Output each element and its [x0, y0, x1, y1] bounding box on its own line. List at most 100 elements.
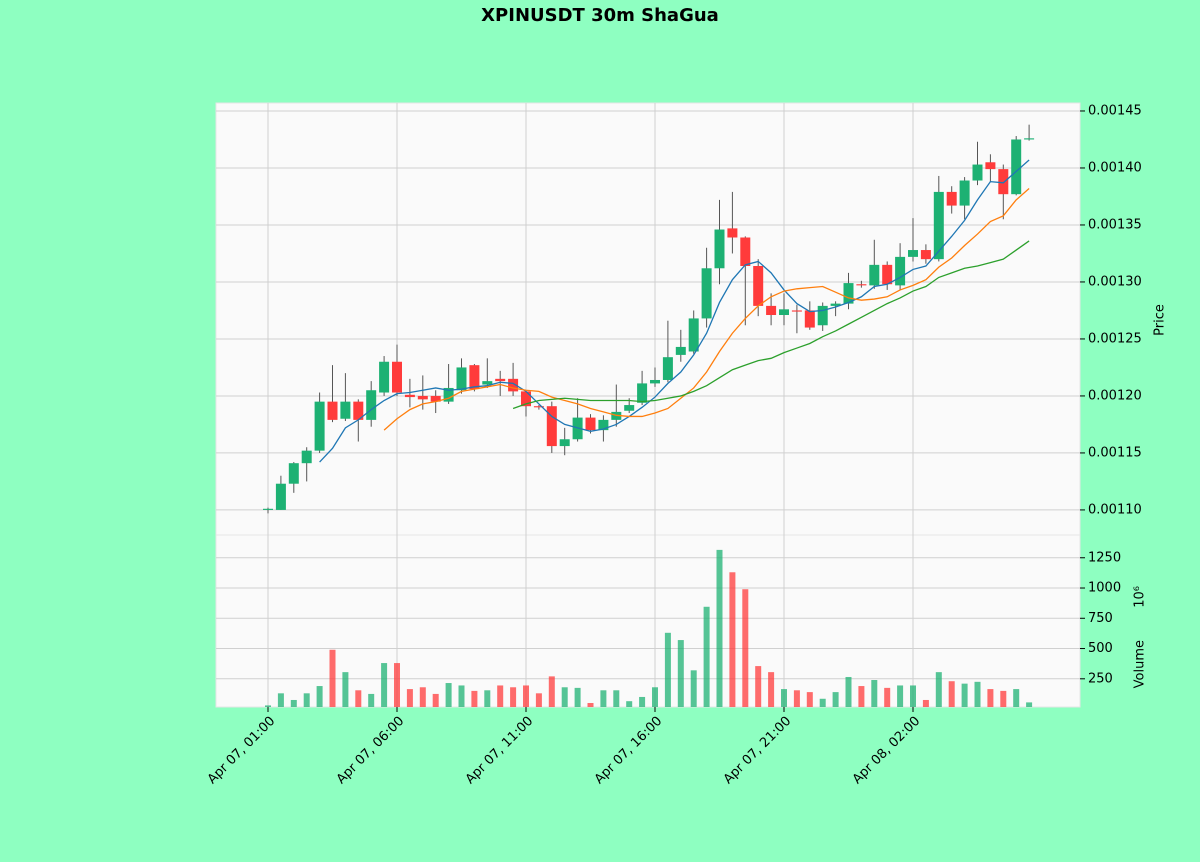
candle-body	[662, 357, 673, 380]
y-tick-label: 0.00115	[1088, 445, 1142, 460]
x-tick-label: Apr 07, 16:00	[592, 714, 665, 787]
volume-bar	[677, 640, 684, 707]
candle-body	[920, 250, 931, 260]
candle-body	[843, 283, 854, 304]
volume-bar	[897, 685, 904, 707]
volume-bar	[626, 701, 633, 707]
candle-body	[585, 417, 596, 431]
volume-tick-label: 750	[1088, 611, 1113, 626]
volume-bar	[987, 689, 994, 707]
volume-bar	[858, 686, 865, 707]
chart-title: XPINUSDT 30m ShaGua	[481, 5, 719, 26]
y-tick-label: 0.00125	[1088, 331, 1142, 346]
candle-body	[301, 450, 312, 464]
x-tick-label: Apr 07, 11:00	[463, 714, 536, 787]
candle-body	[456, 367, 467, 391]
candle-body	[791, 310, 802, 312]
volume-bar	[523, 685, 529, 707]
volume-bar	[510, 687, 517, 707]
volume-bar	[471, 690, 478, 707]
candle-body	[521, 391, 531, 407]
volume-bar	[458, 685, 465, 707]
x-tick-label: Apr 07, 01:00	[205, 714, 278, 787]
y-axis-label: Price	[1153, 304, 1168, 336]
candle-body	[340, 401, 351, 419]
moving-average	[319, 159, 1030, 463]
candle-body	[959, 180, 970, 206]
volume-bar	[742, 589, 749, 707]
volume-bar	[265, 705, 271, 707]
volume-bar	[703, 606, 710, 707]
volume-bar	[587, 703, 594, 707]
candle-body	[753, 265, 764, 306]
volume-bar	[768, 672, 775, 707]
volume-bar	[535, 693, 542, 707]
candle-body	[637, 383, 648, 403]
candle-body	[804, 310, 815, 328]
y-tick-label: 0.00135	[1088, 217, 1142, 232]
candle-body	[263, 508, 273, 510]
candle-body	[443, 387, 454, 402]
volume-bar	[652, 687, 658, 707]
volume-bar	[290, 699, 297, 707]
candle-body	[727, 228, 738, 238]
candle-body	[972, 164, 983, 181]
candle-body	[392, 361, 402, 393]
volume-bar	[394, 663, 400, 707]
volume-bar	[381, 663, 388, 707]
volume-bar	[432, 693, 439, 707]
volume-bar	[548, 676, 555, 707]
volume-bar	[342, 672, 349, 707]
volume-bar	[664, 632, 671, 707]
volume-bar	[922, 699, 929, 707]
candle-body	[366, 390, 377, 420]
x-tick-label: Apr 07, 21:00	[721, 714, 794, 787]
candle-body	[908, 250, 918, 257]
candle-body	[882, 264, 893, 285]
y-tick-label: 0.00120	[1088, 388, 1142, 403]
volume-bar	[445, 683, 452, 707]
volume-tick-label: 250	[1088, 671, 1113, 686]
volume-bar	[845, 676, 852, 707]
volume-bar	[755, 666, 762, 707]
volume-bar	[277, 693, 284, 707]
volume-bar	[355, 690, 362, 707]
candle-body	[856, 284, 867, 286]
volume-bar	[910, 685, 916, 707]
y-tick-label: 0.00145	[1088, 103, 1142, 118]
candle-body	[495, 378, 506, 382]
candle-body	[327, 401, 338, 420]
moving-average	[512, 240, 1030, 410]
volume-axis-label: Volume	[1133, 640, 1148, 688]
candle-body	[275, 483, 286, 510]
volume-bar	[948, 681, 955, 707]
volume-bar	[690, 670, 697, 707]
volume-bar	[419, 687, 426, 707]
volume-scale: 10⁶	[1133, 586, 1148, 608]
candle-body	[830, 303, 841, 306]
volume-bar	[613, 690, 620, 707]
volume-bar	[819, 698, 826, 707]
volume-bar	[935, 672, 942, 707]
candle-body	[946, 191, 957, 206]
volume-bar	[574, 687, 581, 707]
candle-body	[817, 305, 828, 326]
candle-body	[688, 318, 699, 352]
candle-body	[1024, 138, 1035, 140]
volume-bar	[316, 686, 323, 707]
candle-body	[895, 256, 906, 286]
volume-bar	[600, 690, 607, 707]
volume-bar	[884, 687, 891, 707]
volume-bar	[329, 649, 336, 707]
volume-bar	[497, 685, 504, 707]
candle-body	[985, 162, 996, 170]
candle-body	[508, 378, 519, 392]
candle-body	[469, 365, 480, 390]
candle-body	[379, 361, 390, 393]
volume-tick-label: 1000	[1088, 581, 1121, 596]
candle-body	[353, 401, 364, 420]
candle-body	[675, 346, 686, 355]
candle-body	[482, 381, 493, 385]
volume-bar	[484, 690, 491, 707]
